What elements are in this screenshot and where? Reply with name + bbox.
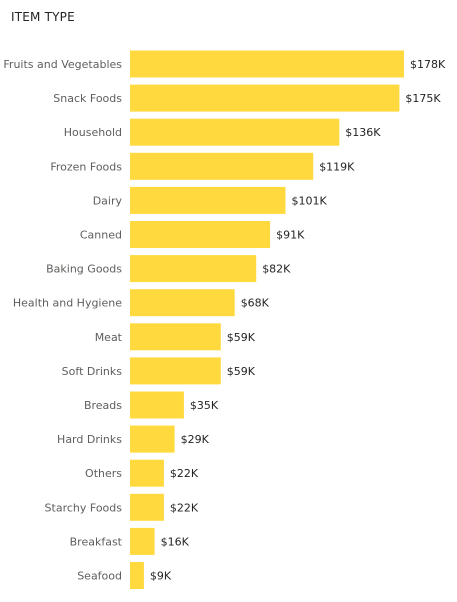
chart-title: ITEM TYPE bbox=[11, 10, 75, 24]
bar-starchy-foods[interactable] bbox=[130, 493, 164, 521]
value-label: $29K bbox=[181, 433, 210, 446]
value-label: $59K bbox=[227, 331, 256, 344]
bar-health-and-hygiene[interactable] bbox=[130, 289, 235, 317]
value-label: $178K bbox=[410, 58, 446, 71]
bar-canned[interactable] bbox=[130, 221, 271, 248]
category-label: Breakfast bbox=[70, 535, 123, 548]
category-label: Household bbox=[64, 126, 122, 139]
category-label: Baking Goods bbox=[46, 263, 122, 276]
category-label: Others bbox=[85, 467, 122, 480]
category-label: Snack Foods bbox=[53, 92, 122, 105]
bar-baking-goods[interactable] bbox=[130, 255, 257, 283]
value-label: $119K bbox=[319, 160, 355, 173]
category-label: Soft Drinks bbox=[62, 365, 123, 378]
value-label: $82K bbox=[262, 263, 291, 276]
value-label: $91K bbox=[276, 229, 305, 242]
category-label: Breads bbox=[84, 399, 122, 412]
bar-breads[interactable] bbox=[130, 391, 184, 419]
value-label: $175K bbox=[405, 92, 441, 105]
value-label: $22K bbox=[170, 501, 199, 514]
category-labels: Fruits and Vegetables Snack Foods Househol… bbox=[3, 58, 122, 583]
category-label: Fruits and Vegetables bbox=[3, 58, 122, 71]
bar-hard-drinks[interactable] bbox=[130, 425, 175, 453]
bar-household[interactable] bbox=[130, 118, 340, 146]
category-label: Dairy bbox=[93, 194, 123, 207]
category-label: Canned bbox=[80, 229, 122, 242]
value-label: $22K bbox=[170, 467, 199, 480]
value-label: $9K bbox=[150, 570, 172, 583]
bar-seafood[interactable] bbox=[130, 562, 144, 589]
value-label: $35K bbox=[190, 399, 219, 412]
category-label: Frozen Foods bbox=[50, 160, 122, 173]
bar-soft-drinks[interactable] bbox=[130, 357, 221, 385]
bar-meat[interactable] bbox=[130, 323, 221, 351]
category-label: Health and Hygiene bbox=[13, 297, 122, 310]
value-label: $136K bbox=[345, 126, 381, 139]
category-label: Hard Drinks bbox=[57, 433, 122, 446]
value-labels: $178K $175K $136K $119K $101K $91K $82K $68K $59… bbox=[150, 58, 446, 583]
value-label: $59K bbox=[227, 365, 256, 378]
bar-dairy[interactable] bbox=[130, 186, 286, 214]
bar-snack-foods[interactable] bbox=[130, 84, 400, 112]
bar-frozen-foods[interactable] bbox=[130, 152, 314, 180]
bars-layer bbox=[130, 50, 404, 589]
bar-fruits-and-vegetables[interactable] bbox=[130, 50, 404, 78]
category-label: Starchy Foods bbox=[45, 501, 123, 514]
category-label: Meat bbox=[95, 331, 123, 344]
value-label: $68K bbox=[241, 297, 270, 310]
value-label: $16K bbox=[161, 535, 190, 548]
category-label: Seafood bbox=[77, 570, 122, 583]
value-label: $101K bbox=[292, 194, 328, 207]
bar-others[interactable] bbox=[130, 459, 164, 487]
bar-breakfast[interactable] bbox=[130, 527, 155, 555]
